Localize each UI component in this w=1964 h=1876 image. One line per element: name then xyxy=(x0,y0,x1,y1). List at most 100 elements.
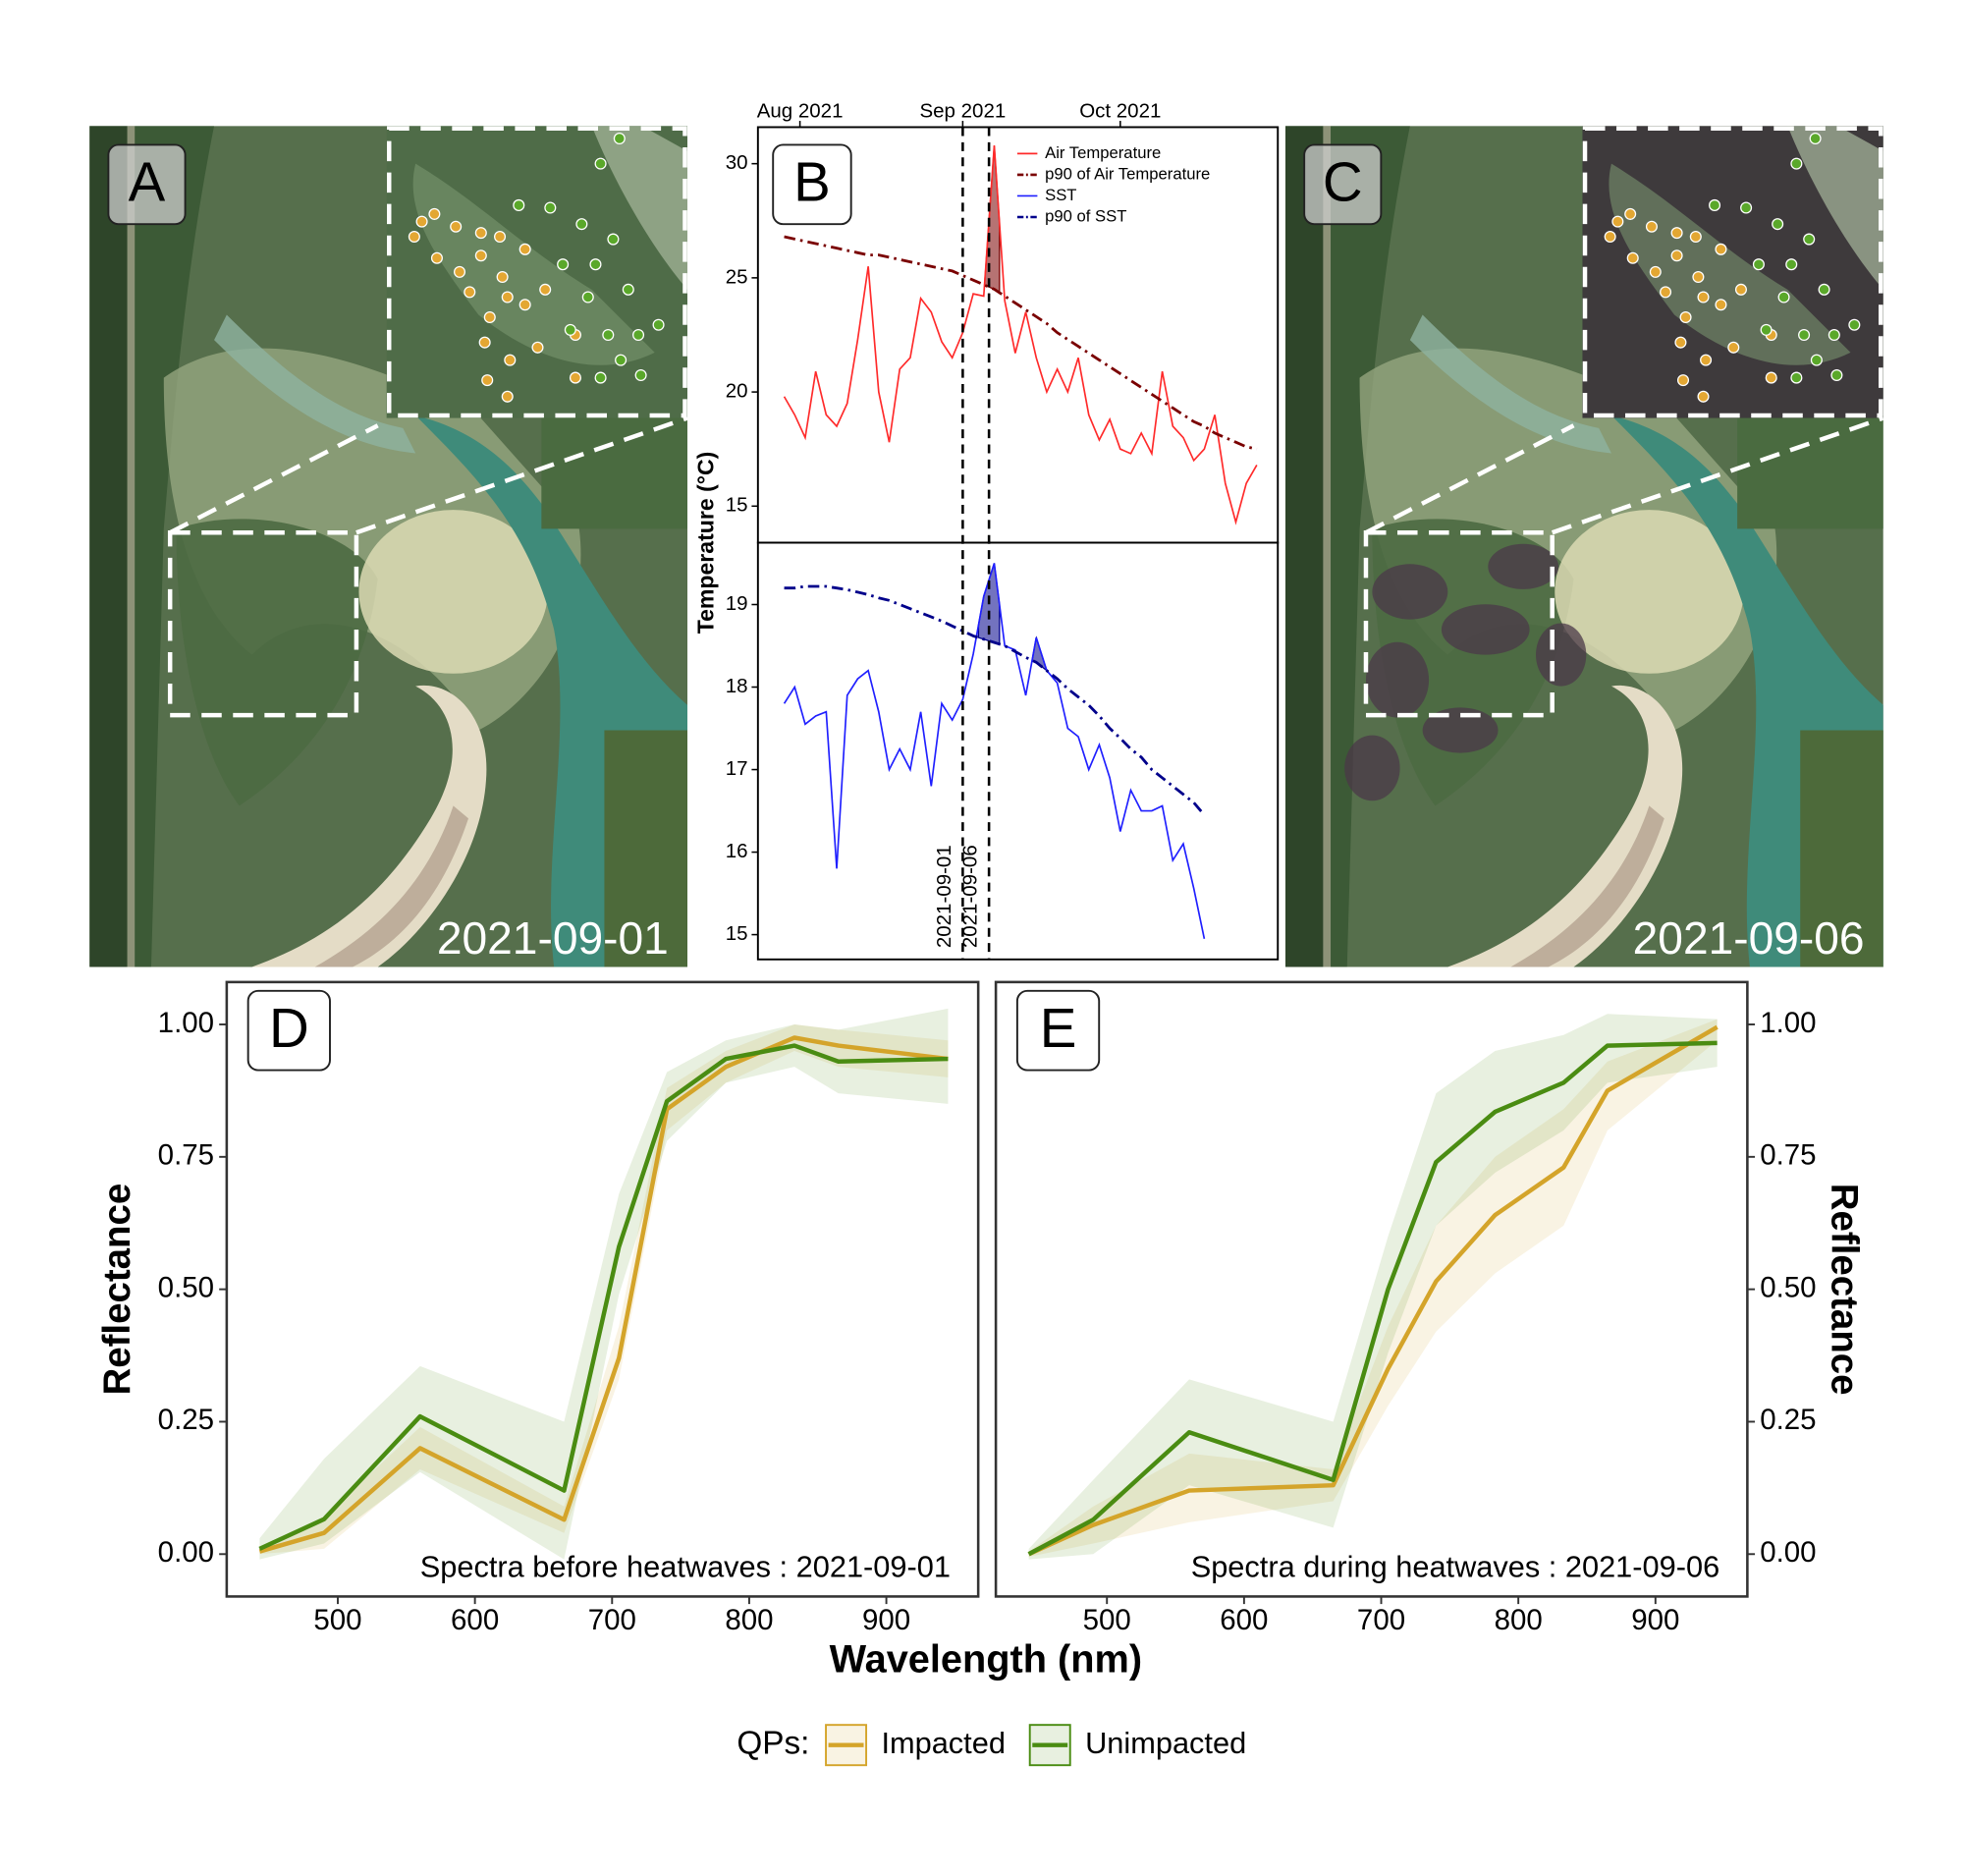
sample-point xyxy=(1626,251,1639,264)
sample-point xyxy=(557,258,570,271)
panel-label: E xyxy=(1040,997,1077,1059)
y-axis-title: Reflectance xyxy=(1823,1184,1865,1396)
sample-point xyxy=(1670,227,1683,240)
x-tick-label: 600 xyxy=(1220,1604,1268,1636)
y-tick-label: 19 xyxy=(726,592,748,615)
sample-point xyxy=(481,374,494,387)
panel-label: B xyxy=(793,151,831,213)
sample-point xyxy=(1670,249,1683,262)
plot-frame xyxy=(225,980,980,1598)
forest xyxy=(135,126,215,967)
impacted-patch xyxy=(1488,543,1559,589)
sample-point xyxy=(1785,258,1798,271)
panel-label: C xyxy=(1323,151,1363,213)
sample-point xyxy=(1697,390,1710,403)
zoom-line xyxy=(355,415,688,535)
sample-point xyxy=(513,198,525,211)
impacted-patch xyxy=(1441,604,1530,655)
sample-point xyxy=(474,227,487,240)
series-line xyxy=(258,1035,949,1554)
sample-point xyxy=(1679,311,1692,324)
y-axis-title: Reflectance xyxy=(96,1184,138,1396)
sample-point xyxy=(504,354,517,366)
sample-point xyxy=(1734,283,1747,296)
annotation: Spectra during heatwaves : 2021-09-06 xyxy=(1191,1549,1719,1583)
image-date: 2021-09-01 xyxy=(437,912,669,964)
sand xyxy=(1555,510,1744,674)
sample-point xyxy=(1611,215,1624,228)
sample-point xyxy=(1697,291,1710,303)
x-tick-label: Oct 2021 xyxy=(1079,100,1161,123)
sample-point xyxy=(1765,371,1777,384)
legend-label: Impacted xyxy=(881,1726,1005,1760)
sample-point xyxy=(1777,291,1790,303)
fields xyxy=(1737,415,1883,529)
series-line xyxy=(1027,1024,1718,1557)
y-tick-label: 17 xyxy=(726,757,748,780)
sample-point xyxy=(1715,299,1727,311)
sample-point xyxy=(594,371,607,384)
sample-point xyxy=(501,390,514,403)
sample-point xyxy=(632,328,645,342)
sample-point xyxy=(430,251,443,264)
sample-point xyxy=(453,265,466,278)
fields xyxy=(1800,730,1883,967)
y-tick-label: 25 xyxy=(726,265,748,288)
y-tick-label: 0.25 xyxy=(1760,1404,1816,1436)
sample-point xyxy=(1740,201,1753,214)
impacted-patch xyxy=(1365,641,1430,718)
sample-point xyxy=(1798,328,1811,342)
sample-point xyxy=(474,249,487,262)
sample-point xyxy=(415,215,428,228)
sample-point xyxy=(1660,286,1672,299)
road xyxy=(1323,126,1332,967)
event-label: 2021-09-01 xyxy=(933,845,955,948)
x-axis-title: Wavelength (nm) xyxy=(830,1638,1143,1682)
x-tick-label: 900 xyxy=(862,1604,910,1636)
inset-border xyxy=(1582,126,1883,418)
series-line xyxy=(783,563,1206,939)
event-label: 2021-09-06 xyxy=(959,845,982,948)
y-tick-label: 30 xyxy=(726,151,748,174)
series-line xyxy=(784,584,1206,816)
y-tick-label: 0.00 xyxy=(158,1536,214,1569)
sample-point xyxy=(581,291,594,303)
zoom-line xyxy=(1551,415,1883,535)
sample-point xyxy=(1649,265,1662,278)
forest xyxy=(89,126,128,967)
sample-point xyxy=(634,368,647,382)
sample-point xyxy=(589,258,602,271)
y-tick-label: 15 xyxy=(726,922,748,945)
y-axis-title: Temperature (°C) xyxy=(693,452,719,635)
impacted-patch xyxy=(1372,564,1448,620)
fields xyxy=(604,730,688,967)
sample-point xyxy=(496,270,509,284)
label-box xyxy=(246,989,331,1072)
sample-point xyxy=(539,283,552,296)
town xyxy=(314,805,468,967)
sample-point xyxy=(594,157,607,170)
sample-point xyxy=(575,218,588,231)
sample-point xyxy=(1848,318,1861,331)
town xyxy=(1510,805,1664,967)
flats xyxy=(176,519,378,806)
y-tick-label: 16 xyxy=(726,840,748,862)
sample-point xyxy=(1700,354,1713,366)
sample-point xyxy=(1676,374,1690,387)
x-tick-label: 500 xyxy=(313,1604,361,1636)
inset-channel xyxy=(591,126,688,290)
series-line xyxy=(258,1043,949,1551)
impacted-patch xyxy=(1536,623,1587,687)
sample-point xyxy=(518,243,531,255)
sample-point xyxy=(450,220,463,233)
x-tick-label: Sep 2021 xyxy=(919,100,1006,123)
series-line xyxy=(1027,1040,1718,1557)
sample-point xyxy=(494,230,507,244)
series-line xyxy=(783,145,1258,525)
sample-point xyxy=(501,291,514,303)
y-tick-label: 0.75 xyxy=(1760,1139,1816,1172)
x-tick-label: 700 xyxy=(588,1604,636,1636)
sample-point xyxy=(1715,243,1727,255)
sample-point xyxy=(428,207,441,220)
